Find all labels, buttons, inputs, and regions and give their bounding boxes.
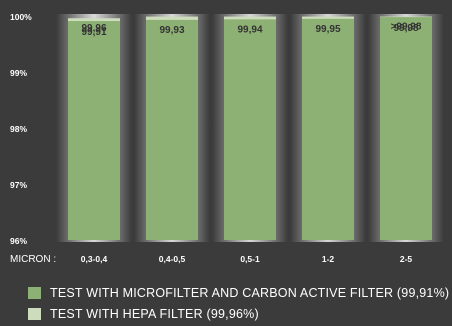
bars [68,16,432,241]
legend-item-hepa: TEST WITH HEPA FILTER (99,96%) [28,307,259,321]
x-axis-label: MICRON : [10,254,56,265]
data-label-microfilter: 99,93 [159,25,184,36]
y-tick-label: 99% [10,68,27,78]
x-axis-ticks: 0,3-0,4 0,4-0,5 0,5-1 1-2 2-5 [81,254,413,264]
bar-microfilter [146,19,198,241]
y-tick-label: 96% [10,236,27,246]
x-tick-label: 2-5 [400,254,413,264]
y-tick-label: 97% [10,180,27,190]
legend-label-hepa: TEST WITH HEPA FILTER (99,96%) [50,307,259,321]
bar-microfilter [302,18,354,240]
x-tick-label: 1-2 [322,254,335,264]
legend-item-microfilter: TEST WITH MICROFILTER AND CARBON ACTIVE … [28,286,449,300]
data-label-microfilter: 99,98 [393,23,418,34]
x-tick-label: 0,4-0,5 [159,254,186,264]
data-label-hepa: >99,98 [391,22,422,33]
data-label-microfilter: 99,95 [315,24,340,35]
legend-swatch-hepa [28,308,41,320]
x-tick-label: 0,5-1 [240,254,260,264]
y-tick-label: 98% [10,124,27,134]
bar-microfilter [68,21,120,240]
data-label-microfilter: 99,94 [237,24,262,35]
bar-microfilter [224,19,276,240]
legend-swatch-microfilter [28,287,41,299]
y-tick-label: 100% [10,12,32,22]
data-label-microfilter: 99,91 [81,27,106,38]
y-axis-ticks: 100% 99% 98% 97% 96% [10,12,32,246]
x-tick-label: 0,3-0,4 [81,254,108,264]
bar-microfilter [380,17,432,241]
legend-label-microfilter: TEST WITH MICROFILTER AND CARBON ACTIVE … [50,286,450,300]
data-label-hepa: 99,96 [81,23,106,34]
